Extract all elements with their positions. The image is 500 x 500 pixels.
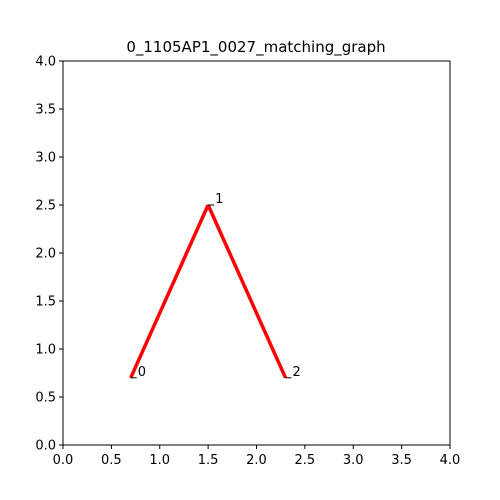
x-tick-label-0.0: 0.0	[53, 453, 74, 468]
y-tick-label-3.0: 3.0	[35, 151, 56, 166]
y-tick-label-1.5: 1.5	[35, 295, 56, 310]
x-tick-label-1.5: 1.5	[198, 453, 219, 468]
y-tick-label-2.0: 2.0	[35, 247, 56, 262]
x-tick-label-3.0: 3.0	[343, 453, 364, 468]
y-tick-label-0.5: 0.5	[35, 391, 56, 406]
y-tick-label-3.5: 3.5	[35, 103, 56, 118]
x-axis-ticks: 0.0 0.5 1.0 1.5 2.0 2.5 3.0 3.5 4.0	[53, 445, 461, 468]
x-tick-label-2.5: 2.5	[295, 453, 316, 468]
y-tick-label-4.0: 4.0	[35, 55, 56, 70]
chart-title: 0_1105AP1_0027_matching_graph	[126, 38, 385, 57]
x-tick-label-1.0: 1.0	[149, 453, 170, 468]
node-label-2: 2	[293, 365, 301, 380]
plot-frame	[62, 60, 451, 446]
edge-0-1	[129, 204, 210, 379]
x-tick-label-3.5: 3.5	[391, 453, 412, 468]
x-tick-label-0.5: 0.5	[101, 453, 122, 468]
y-tick-label-2.5: 2.5	[35, 199, 56, 214]
x-tick-label-4.0: 4.0	[440, 453, 461, 468]
x-tick-label-2.0: 2.0	[246, 453, 267, 468]
nodes-group: 0 1 2	[130, 192, 301, 380]
node-label-0: 0	[138, 365, 146, 380]
y-axis-ticks: 0.0 0.5 1.0 1.5 2.0 2.5 3.0 3.5 4.0	[35, 55, 63, 454]
edges-group	[129, 204, 288, 379]
y-tick-label-1.0: 1.0	[35, 343, 56, 358]
plot-area	[63, 61, 450, 445]
edge-1-2	[206, 204, 288, 379]
node-label-1: 1	[215, 192, 223, 207]
y-tick-label-0.0: 0.0	[35, 439, 56, 454]
